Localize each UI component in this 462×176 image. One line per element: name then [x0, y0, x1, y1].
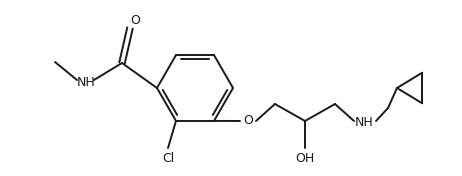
- Text: NH: NH: [77, 76, 95, 89]
- Text: NH: NH: [355, 117, 373, 130]
- Text: O: O: [130, 14, 140, 27]
- Text: O: O: [243, 115, 253, 127]
- Text: OH: OH: [295, 152, 315, 165]
- Text: Cl: Cl: [162, 152, 174, 165]
